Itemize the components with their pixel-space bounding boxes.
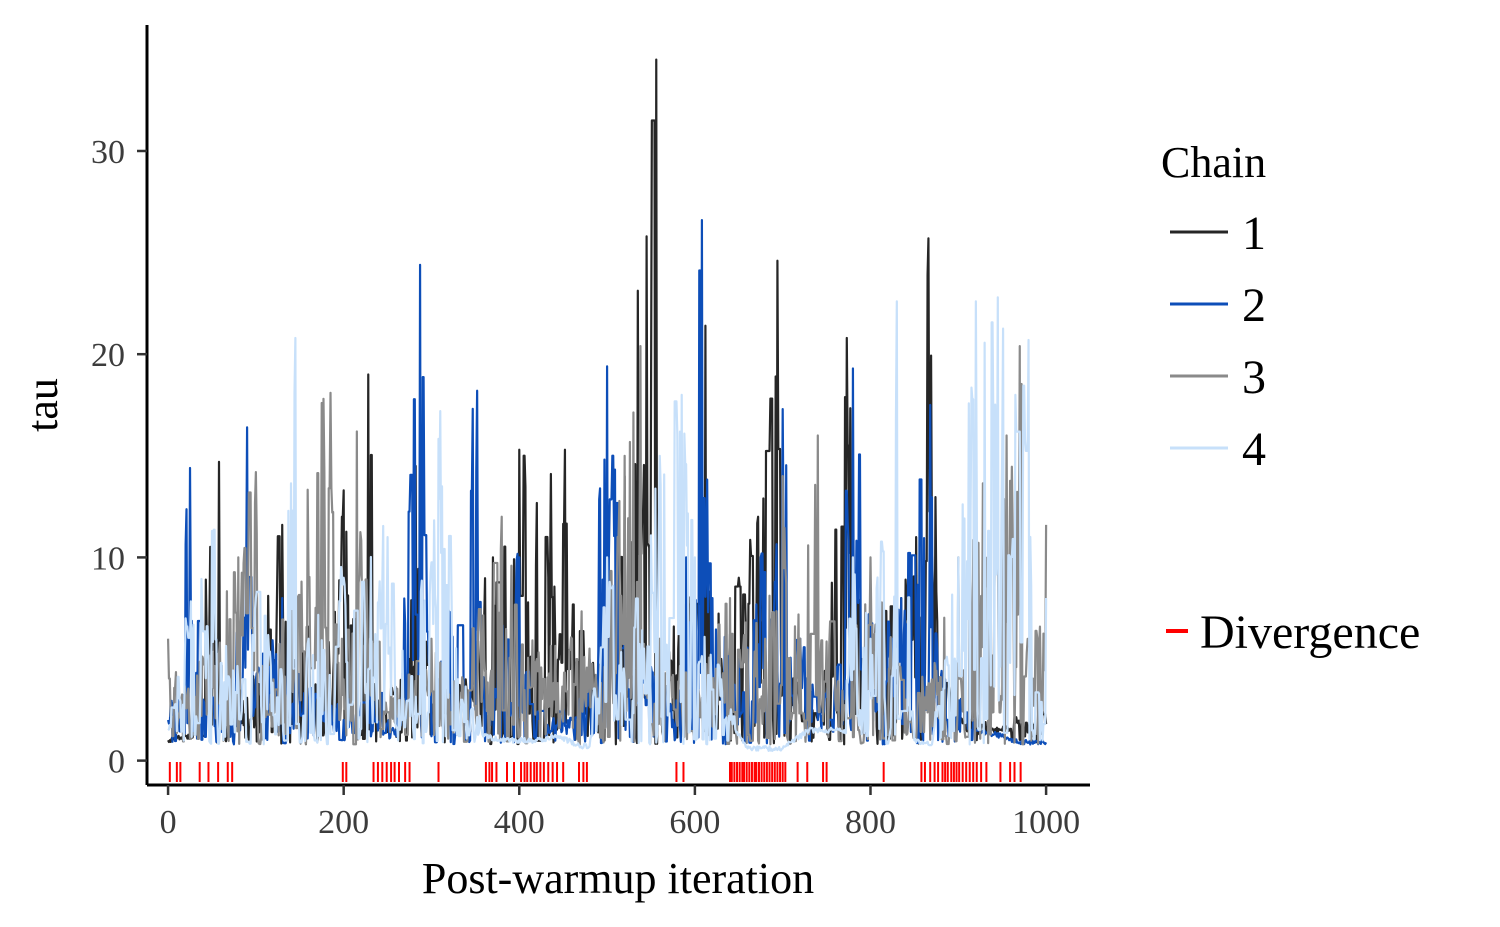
y-axis-ticks: 0 10 20 30 <box>91 134 147 781</box>
series-line-4 <box>167 296 1048 752</box>
x-tick-label: 800 <box>845 804 896 841</box>
legend-label-2: 2 <box>1242 279 1266 332</box>
y-tick-label: 0 <box>108 744 125 781</box>
x-axis-title: Post-warmup iteration <box>422 854 814 903</box>
x-axis-ticks: 0 200 400 600 800 1000 <box>160 785 1080 841</box>
x-tick-label: 200 <box>318 804 369 841</box>
y-axis-title: tau <box>18 378 67 432</box>
divergence-rug <box>168 762 1022 782</box>
legend-divergence-label: Divergence <box>1200 606 1420 659</box>
plot-area: 0 200 400 600 800 1000 0 10 20 30 <box>91 25 1090 841</box>
x-tick-label: 0 <box>160 804 177 841</box>
legend-label-4: 4 <box>1242 423 1266 476</box>
series-lines <box>166 58 1048 752</box>
legend-title: Chain <box>1161 138 1266 187</box>
legend-label-3: 3 <box>1242 351 1266 404</box>
x-tick-label: 600 <box>669 804 720 841</box>
legend-label-1: 1 <box>1242 207 1266 260</box>
x-tick-label: 1000 <box>1012 804 1080 841</box>
legend: Chain 1 2 3 4 Divergence <box>1161 138 1420 659</box>
y-tick-label: 30 <box>91 134 125 171</box>
x-tick-label: 400 <box>494 804 545 841</box>
y-tick-label: 10 <box>91 540 125 577</box>
y-tick-label: 20 <box>91 337 125 374</box>
legend-items: 1 2 3 4 <box>1170 207 1266 476</box>
